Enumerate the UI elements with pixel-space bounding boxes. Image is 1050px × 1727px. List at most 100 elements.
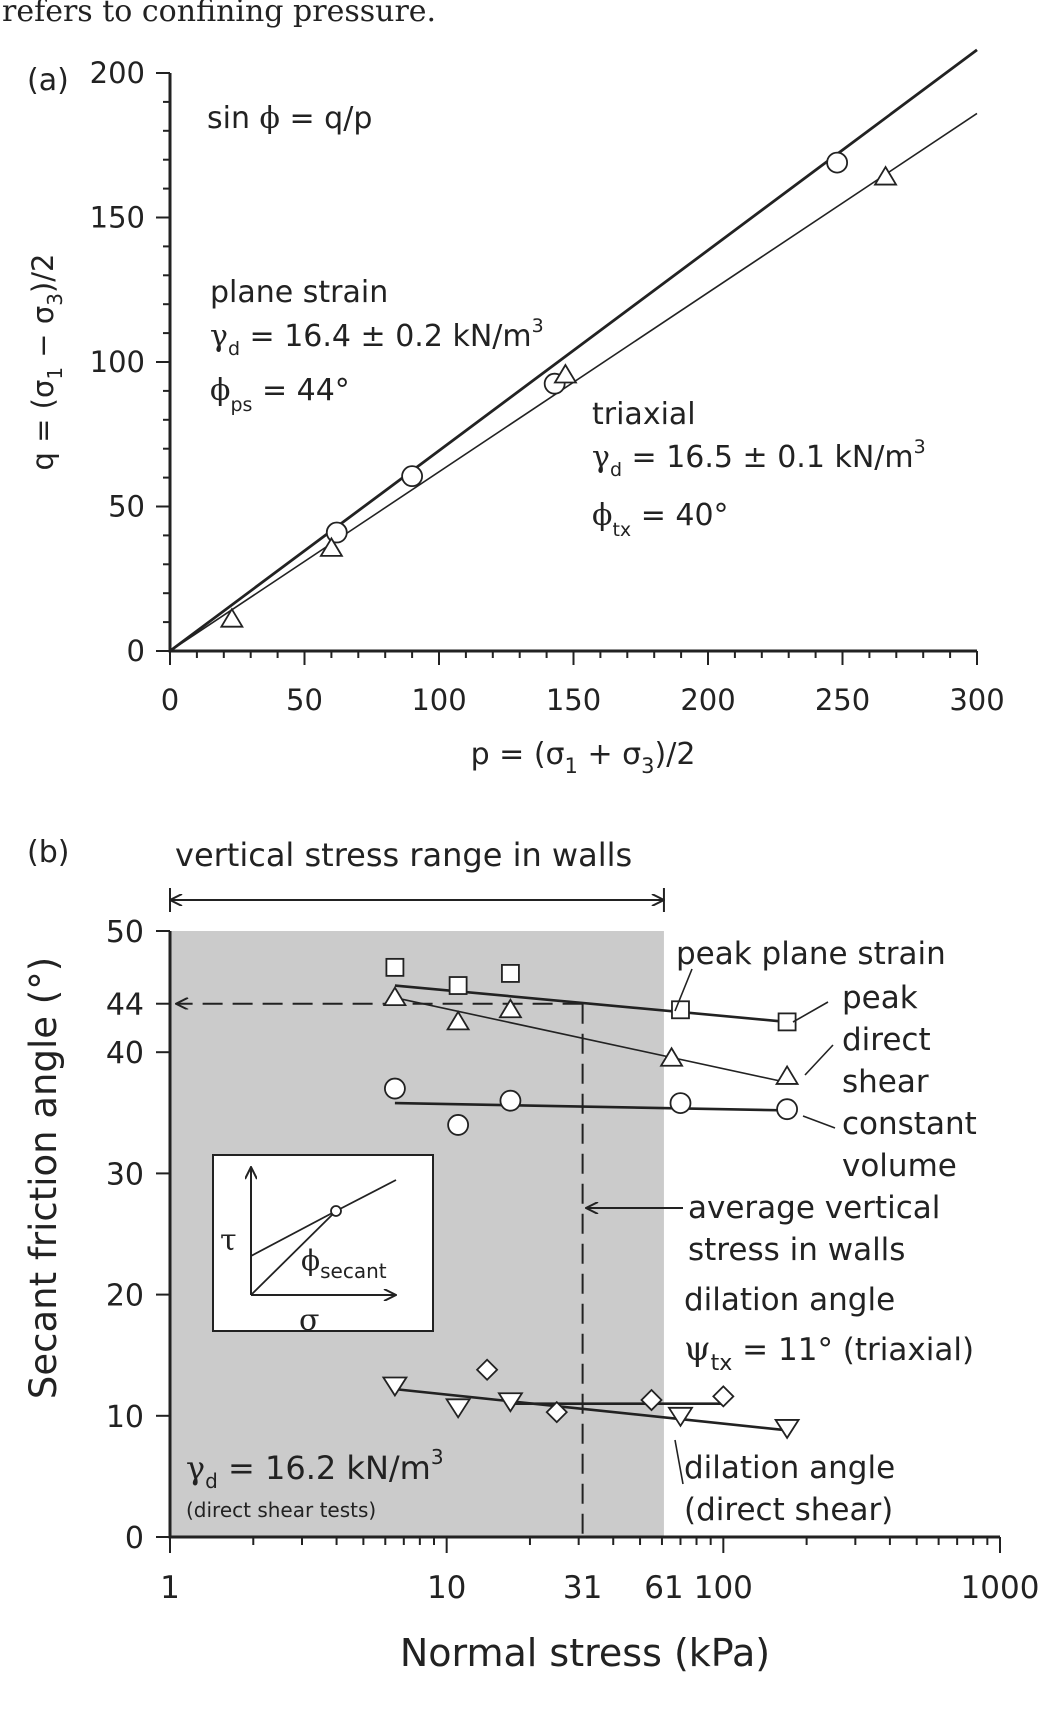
point-dilation-angle-direct-shear- — [381, 1376, 409, 1398]
panel-a-ylabel: q = (σ1 − σ3)/2 — [26, 254, 67, 471]
panel-a-x-tick-label: 250 — [815, 683, 870, 717]
point-peak-direct-shear — [775, 1064, 800, 1085]
panel-b-y-tick-label: 0 — [125, 1521, 144, 1556]
label-leaders — [674, 968, 836, 1485]
label-direct: direct — [842, 1022, 931, 1058]
triaxial-density: γd = 16.5 ± 0.1 kN/m3 — [592, 436, 926, 481]
point-peak-direct-shear — [659, 1046, 684, 1067]
panel-b-x-tick-label: 1000 — [961, 1570, 1040, 1606]
point-peak-plane-strain — [501, 964, 520, 983]
panel-a-y-tick-label: 0 — [127, 634, 145, 668]
point-dilation-angle-triaxial- — [545, 1400, 569, 1424]
panel-a-label: (a) — [27, 63, 69, 98]
point-peak-plane-strain — [671, 1000, 690, 1020]
panel-b: (b) 0 10 20 30 40 44 50 1 10 31 61 100 1000 vertica… — [22, 835, 1039, 1675]
panel-b-x-ticks: 1 10 31 61 100 1000 — [160, 1537, 1039, 1606]
point-peak-direct-shear — [446, 1010, 471, 1031]
svg-text:q = (σ1 − σ3)/2: q = (σ1 − σ3)/2 — [26, 254, 67, 471]
panel-b-x-tick-label: 31 — [563, 1570, 602, 1606]
point-constant-volume — [669, 1092, 692, 1115]
panel-b-x-tick-label: 10 — [427, 1570, 466, 1606]
point-peak-plane-strain — [385, 957, 405, 977]
inset-sigma: σ — [299, 1303, 319, 1338]
label-dilation-ds-1: dilation angle — [684, 1450, 895, 1486]
panel-a-y-tick-label: 50 — [108, 490, 145, 524]
plane-strain-density: γd = 16.4 ± 0.2 kN/m3 — [210, 315, 544, 360]
panel-a-x-tick-label: 0 — [161, 683, 179, 717]
inset-diagram: τ σ ϕsecant — [212, 1154, 434, 1338]
panel-b-markers — [381, 957, 801, 1440]
panel-b-label: (b) — [27, 835, 69, 870]
panel-a-x-tick-label: 100 — [411, 683, 466, 717]
panel-a-markers — [219, 151, 898, 628]
label-peak: peak — [842, 980, 918, 1016]
panel-b-y-tick-label: 20 — [106, 1279, 144, 1314]
svg-text:Secant friction angle (°): Secant friction angle (°) — [22, 957, 65, 1399]
plane-strain-phi: ϕps = 44° — [210, 373, 350, 416]
label-volume: volume — [842, 1148, 957, 1184]
panel-a-y-ticks: 0 50 100 150 200 — [90, 56, 170, 668]
label-dilation-tx-1: dilation angle — [684, 1282, 895, 1318]
plane-strain-title: plane strain — [210, 275, 388, 310]
point-triaxial — [219, 607, 244, 628]
panel-a: (a) 0 50 100 150 200 0 50 100 150 200 250 300 q = … — [26, 48, 1005, 778]
panel-b-y-tick-label: 10 — [106, 1400, 144, 1435]
panel-b-y-tick-label: 44 — [106, 988, 144, 1023]
panel-b-y-tick-label: 40 — [106, 1036, 144, 1071]
point-plane-strain — [401, 465, 424, 488]
fit-line-peak-direct-shear — [394, 996, 788, 1084]
label-peak-plane-strain: peak plane strain — [676, 936, 946, 972]
panel-a-xlabel: p = (σ1 + σ3)/2 — [471, 737, 696, 778]
point-peak-direct-shear — [498, 998, 523, 1019]
panel-b-y-ticks: 0 10 20 30 40 44 50 — [106, 915, 170, 1556]
point-peak-plane-strain — [448, 976, 468, 995]
label-density: γd = 16.2 kN/m3 — [186, 1445, 444, 1493]
triaxial-phi: ϕtx = 40° — [592, 498, 729, 541]
label-density-note: (direct shear tests) — [186, 1498, 376, 1522]
label-average-1: average vertical — [688, 1190, 940, 1226]
label-average-2: stress in walls — [688, 1232, 905, 1268]
equation-label: sin ϕ = q/p — [207, 101, 372, 136]
point-triaxial — [553, 363, 578, 384]
fit-line-dilation-angle-direct-shear- — [394, 1387, 788, 1432]
point-dilation-angle-direct-shear- — [497, 1392, 524, 1413]
panel-b-xlabel: Normal stress (kPa) — [400, 1631, 770, 1675]
panel-b-x-tick-label: 1 — [160, 1570, 180, 1606]
inset-phi-secant: ϕsecant — [301, 1244, 387, 1283]
range-label: vertical stress range in walls — [175, 836, 632, 874]
label-dilation-tx-2: ψtx = 11° (triaxial) — [684, 1329, 974, 1376]
point-dilation-angle-triaxial- — [712, 1385, 735, 1408]
panel-a-x-tick-label: 200 — [680, 683, 735, 717]
header-caption-fragment: refers to confining pressure. — [2, 0, 437, 29]
point-triaxial — [873, 165, 898, 186]
point-dilation-angle-triaxial- — [475, 1358, 499, 1382]
point-dilation-angle-direct-shear- — [667, 1406, 694, 1428]
fit-line-constant-volume — [394, 1101, 788, 1112]
point-dilation-angle-direct-shear- — [444, 1398, 472, 1419]
inset-tau: τ — [220, 1223, 237, 1258]
point-peak-direct-shear — [382, 985, 407, 1007]
point-plane-strain — [826, 151, 849, 174]
reference-dashed-lines — [176, 1004, 584, 1537]
label-shear: shear — [842, 1064, 929, 1100]
panel-a-y-tick-label: 100 — [90, 345, 145, 379]
panel-a-x-tick-label: 150 — [546, 683, 601, 717]
label-dilation-ds-2: (direct shear) — [684, 1492, 893, 1528]
fit-line-plane-strain — [169, 48, 978, 653]
panel-a-x-tick-label: 300 — [949, 683, 1004, 717]
point-dilation-angle-triaxial- — [640, 1388, 663, 1412]
panel-b-y-tick-label: 50 — [106, 915, 144, 950]
point-constant-volume — [499, 1089, 522, 1112]
panel-b-y-tick-label: 30 — [106, 1157, 144, 1192]
point-constant-volume — [384, 1077, 406, 1100]
point-constant-volume — [776, 1098, 798, 1121]
panel-b-ylabel: Secant friction angle (°) — [22, 957, 65, 1399]
point-triaxial — [319, 536, 344, 557]
panel-a-y-tick-label: 150 — [90, 201, 145, 235]
panel-b-x-tick-label: 100 — [694, 1570, 753, 1606]
panel-b-x-tick-label: 61 — [644, 1570, 683, 1606]
point-constant-volume — [447, 1114, 470, 1136]
triaxial-title: triaxial — [592, 397, 696, 432]
panel-a-x-ticks: 0 50 100 150 200 250 300 — [161, 651, 1005, 717]
